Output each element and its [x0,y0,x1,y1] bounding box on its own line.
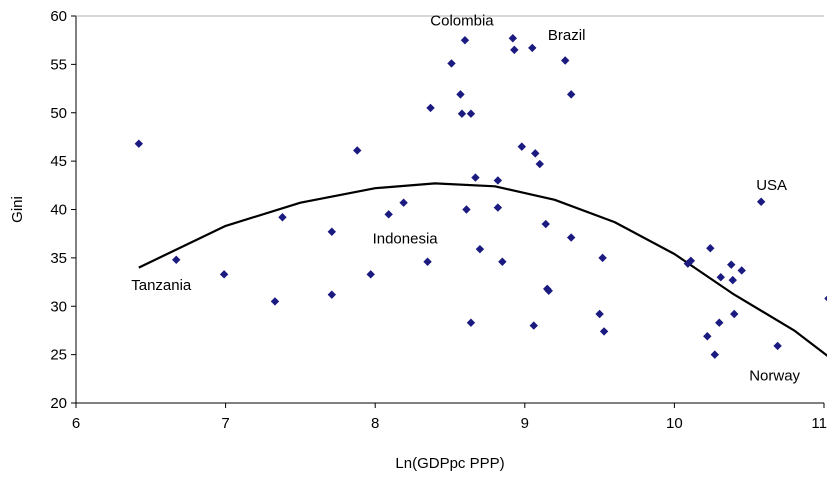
point-annotation: Norway [749,368,800,385]
point-annotation: Tanzania [131,277,192,294]
point-annotation: Brazil [548,27,586,44]
data-point [566,233,576,242]
data-point [737,266,746,275]
data-point [535,159,544,169]
annotations: Colombia Brazil USA Indonesia Tanzania Norway [131,13,800,385]
y-tick-label: 45 [50,153,67,170]
y-tick-label: 40 [50,202,67,219]
data-point [270,297,280,306]
x-tick-label: 8 [371,415,379,432]
data-point [134,139,144,148]
data-point [595,309,604,319]
data-point [710,350,719,359]
data-point [466,109,476,118]
plot-frame [75,15,824,404]
x-tick-label: 9 [521,415,529,432]
data-point [756,197,766,206]
y-axis-ticks: 20 25 30 35 40 45 50 55 60 [50,8,76,412]
data-point [727,260,736,269]
y-tick-label: 30 [50,298,67,315]
data-point [327,227,337,236]
trendline [138,182,827,357]
data-point [353,146,362,155]
data-point [531,149,540,158]
data-point [456,90,465,99]
data-point [566,90,576,99]
x-tick-label: 7 [221,415,229,432]
point-annotation: USA [756,177,787,194]
data-point [462,205,471,214]
data-point [728,275,737,285]
data-point [460,35,470,45]
x-tick-label: 10 [666,415,683,432]
y-tick-label: 60 [50,8,67,25]
y-tick-label: 20 [50,395,67,412]
data-point [703,332,712,341]
data-point [366,270,375,279]
data-point [471,173,480,182]
x-axis-ticks: 6 7 8 9 10 11 [72,403,827,432]
data-points [134,34,827,359]
data-point [730,309,739,319]
data-point [544,286,553,295]
data-point [172,255,181,265]
point-annotation: Indonesia [373,230,439,247]
data-point [706,244,715,253]
data-point [510,45,519,55]
point-annotation: Colombia [430,13,494,30]
data-point [529,321,538,330]
data-point [447,59,456,68]
data-point [466,318,476,327]
data-point [716,273,725,282]
data-point [475,244,485,254]
data-point [528,43,537,53]
data-point [560,56,570,65]
x-axis-title: Ln(GDPpc PPP) [395,455,504,472]
data-point [423,257,432,266]
data-point [598,253,607,263]
data-point [426,103,435,113]
data-point [384,210,393,219]
data-point [457,109,467,118]
data-point [493,176,503,185]
data-point [327,290,337,299]
data-point [278,213,287,222]
data-point [493,203,503,212]
x-tick-label: 6 [72,415,80,432]
data-point [715,318,724,327]
y-axis-title: Gini [9,196,26,223]
y-tick-label: 55 [50,56,67,73]
data-point [517,142,527,151]
y-tick-label: 50 [50,105,67,122]
y-tick-label: 35 [50,250,67,267]
data-point [541,219,550,229]
data-point [508,34,518,43]
data-point [686,256,696,265]
data-point [599,327,609,336]
data-point [498,257,507,266]
y-tick-label: 25 [50,347,67,364]
data-point [773,341,782,351]
data-point [399,198,408,207]
data-point [219,270,229,279]
data-point [824,295,827,302]
x-tick-label: 11 [811,415,827,432]
